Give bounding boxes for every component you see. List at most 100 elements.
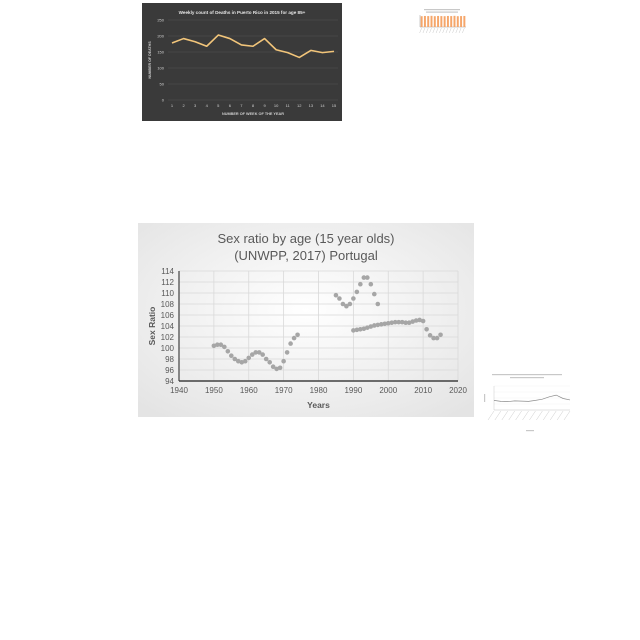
x-tick-label: 1990 [344,386,362,395]
bar [443,16,446,27]
tiny-series-line [493,394,571,402]
x-tick-mark [458,27,462,34]
bar [427,16,430,27]
x-tick-label: 2010 [414,386,432,395]
data-point [347,301,353,307]
data-point [361,326,367,332]
tiny-title-line-2 [426,11,458,13]
x-tick-mark [556,410,564,421]
data-point [333,292,339,298]
x-tick-mark [536,410,543,421]
data-point [358,327,363,332]
data-point [211,343,217,349]
data-point [372,323,377,328]
data-point [337,296,342,301]
x-tick-label: 1940 [170,386,188,395]
chart-title: Weekly count of Deaths in Puerto Rico in… [179,10,306,15]
data-point [368,324,374,329]
x-tick-label: 7 [240,103,243,108]
x-tick-mark [515,410,522,421]
data-point [260,352,265,357]
y-tick-label: 98 [165,355,174,364]
data-point [354,289,360,295]
x-tick-mark [426,27,429,34]
x-tick-mark [494,410,502,421]
tiny-y-axis-label [484,394,486,402]
y-tick-label: 0 [162,98,165,103]
x-tick-mark [522,410,529,421]
x-tick-mark [543,410,550,421]
y-axis-label: NUMBER OF DEATHS [148,41,152,79]
data-point [365,275,370,280]
data-point [229,353,234,358]
data-point [389,320,395,325]
x-tick-label: 13 [309,103,314,108]
x-tick-label: 4 [206,103,209,108]
data-point [361,275,367,280]
data-point [263,356,269,362]
x-tick-label: 1950 [205,386,223,395]
y-axis-label: Sex Ratio [147,307,157,346]
x-tick-label: 2000 [379,386,397,395]
data-point [222,344,227,350]
data-point [392,319,398,325]
tiny-x-axis-label [526,430,534,432]
data-point [410,319,415,324]
x-tick-mark [529,410,536,421]
data-point [434,335,440,341]
data-point [351,296,356,301]
data-point [378,322,384,327]
y-tick-label: 106 [161,311,175,320]
x-tick-label: 12 [297,103,302,108]
data-point [288,341,293,346]
data-point [354,327,360,333]
data-point [403,320,408,325]
x-tick-mark [501,410,509,421]
data-point [281,358,286,364]
deaths-line-chart-svg: Weekly count of Deaths in Puerto Rico in… [142,3,342,121]
data-point [215,342,220,347]
data-point [375,301,381,307]
y-tick-label: 104 [161,322,175,331]
data-point [438,332,443,338]
x-axis-label: Years [307,400,330,410]
x-tick-mark [439,27,442,34]
x-tick-label: 10 [274,103,279,108]
x-tick-mark [563,410,571,421]
y-tick-label: 100 [157,66,164,71]
x-axis-label: NUMBER OF WEEK OF THE YEAR [222,112,284,116]
data-point [225,349,231,354]
data-point [340,301,346,307]
tiny-title-line-2 [510,377,544,379]
data-point [431,335,436,341]
deaths-series-line [171,34,335,59]
deaths-line-chart: Weekly count of Deaths in Puerto Rico in… [142,3,342,121]
x-tick-label: 1 [171,103,174,108]
data-point [270,364,276,369]
x-tick-mark [432,27,435,34]
data-point [420,318,426,324]
data-point [253,350,259,355]
chart-background [142,3,342,121]
sex-ratio-scatter-chart: Sex ratio by age (15 year olds) (UNWPP, 2… [138,223,474,417]
data-point [406,320,412,325]
data-point [256,350,262,355]
bar [423,15,426,27]
data-point [413,318,419,323]
data-point [246,355,252,361]
x-tick-label: 15 [332,103,337,108]
x-tick-label: 2020 [449,386,467,395]
data-point [284,350,290,355]
x-tick-label: 5 [217,103,220,108]
data-point [368,281,374,287]
data-point [385,320,391,326]
x-tick-mark [429,27,432,34]
x-tick-label: 3 [194,103,197,108]
x-tick-mark [508,410,515,421]
bar [433,16,436,27]
bar [437,15,440,27]
x-tick-mark [549,410,557,421]
y-tick-label: 114 [161,267,174,276]
bar [453,15,456,27]
tiny-bar-chart-svg [414,7,470,35]
